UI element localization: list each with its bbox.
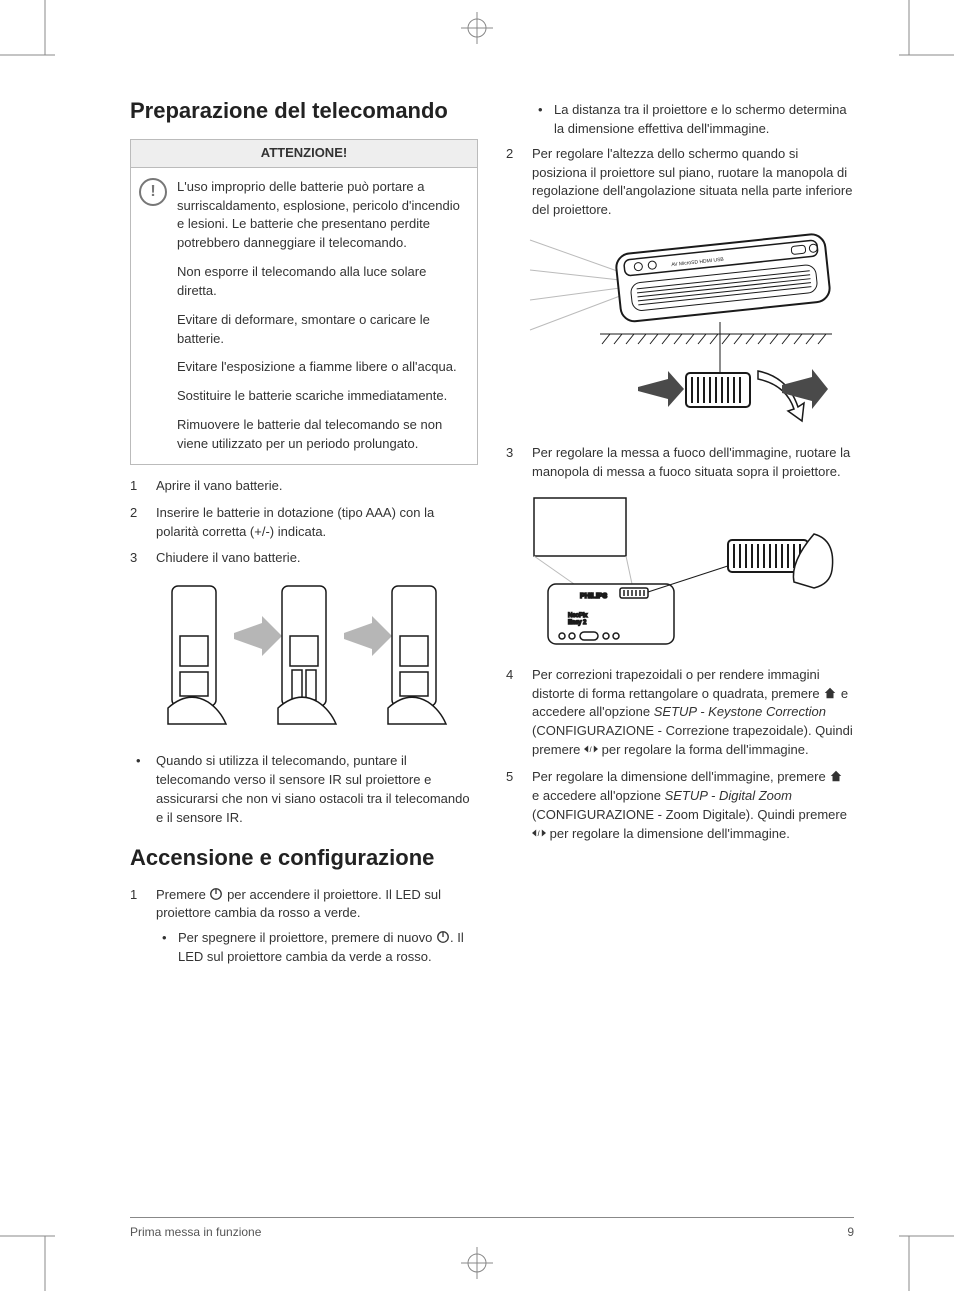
home-icon [823,686,837,700]
attention-text: Non esporre il telecomando alla luce sol… [177,263,465,301]
step-text: per regolare la dimensione dell'immagine… [546,826,790,841]
attention-text: Evitare di deformare, smontare o caricar… [177,311,465,349]
substeps: Per spegnere il proiettore, premere di n… [156,929,478,967]
step-text: per regolare la forma dell'immagine. [598,742,809,757]
step: Per correzioni trapezoidali o per render… [506,666,854,760]
attention-box: ATTENZIONE! ! L'uso improprio delle batt… [130,139,478,465]
menu-path: SETUP - Keystone Correction [654,704,826,719]
page-footer: Prima messa in funzione 9 [130,1217,854,1241]
step: Inserire le batterie in dotazione (tipo … [130,504,478,542]
power-icon [436,930,450,944]
note-ir: Quando si utilizza il telecomando, punta… [130,752,478,827]
battery-steps: Aprire il vano batterie. Inserire le bat… [130,477,478,568]
step: Per regolare l'altezza dello schermo qua… [506,145,854,220]
step: Per regolare la dimensione dell'immagine… [506,768,854,843]
setup-steps-cont: Per regolare la messa a fuoco dell'immag… [506,444,854,482]
substep: Per spegnere il proiettore, premere di n… [156,929,478,967]
substep: La distanza tra il proiettore e lo scher… [532,101,854,139]
step-text: e accedere all'opzione [532,788,665,803]
svg-text:/: / [590,747,592,754]
left-right-arrows-icon: / [584,742,598,756]
step-text: (CONFIGURAZIONE - Zoom Digitale). Quindi… [532,807,847,822]
step: Chiudere il vano batterie. [130,549,478,568]
attention-text: Evitare l'esposizione a fiamme libere o … [177,358,465,377]
attention-text: L'uso improprio delle batterie può porta… [177,178,465,253]
step-text: Per regolare la dimensione dell'immagine… [532,769,829,784]
attention-body: ! L'uso improprio delle batterie può por… [131,168,477,464]
step-text: Premere [156,887,209,902]
footer-section: Prima messa in funzione [130,1224,261,1241]
power-steps: Premere per accendere il proiettore. Il … [130,886,478,967]
footer-page-number: 9 [847,1224,854,1241]
step: Per regolare la messa a fuoco dell'immag… [506,444,854,482]
home-icon [829,769,843,783]
attention-text: Rimuovere le batterie dal telecomando se… [177,416,465,454]
step: Premere per accendere il proiettore. Il … [130,886,478,967]
menu-path: SETUP - Digital Zoom [665,788,792,803]
attention-text: Sostituire le batterie scariche immediat… [177,387,465,406]
continued-sublist: La distanza tra il proiettore e lo scher… [532,101,854,139]
substep-text: Per spegnere il proiettore, premere di n… [178,930,436,945]
warning-icon: ! [139,178,167,206]
svg-text:/: / [538,830,540,837]
setup-steps: Per regolare l'altezza dello schermo qua… [506,145,854,220]
step: Aprire il vano batterie. [130,477,478,496]
setup-steps-cont2: Per correzioni trapezoidali o per render… [506,666,854,844]
step-text: Per correzioni trapezoidali o per render… [532,667,823,701]
power-icon [209,887,223,901]
left-right-arrows-icon: / [532,826,546,840]
